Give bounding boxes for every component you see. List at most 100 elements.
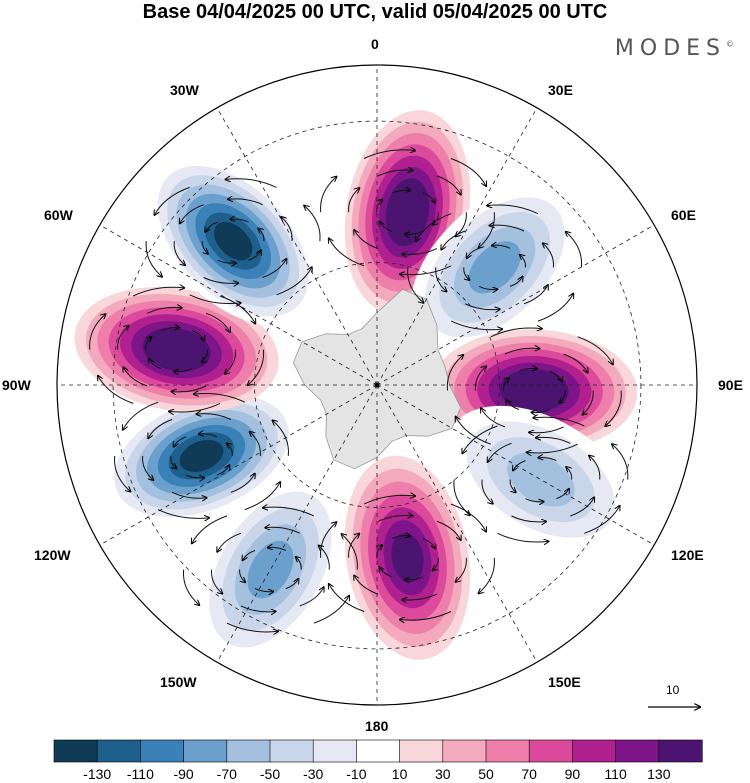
colorbar-tick-label: 30 [435,766,451,782]
streamline-arrow [520,255,526,268]
anomaly-contour-band [179,439,224,472]
streamline-arrow [273,420,289,456]
streamline-arrow [114,455,131,492]
streamline-arrow [189,294,241,304]
streamline-arrow [211,569,222,594]
streamline-arrow [502,378,509,391]
streamline-arrow [149,359,162,370]
meridian-line [376,384,538,663]
anomaly-contour-band [511,375,558,406]
latitude-circle [112,120,642,650]
lon-label-60w: 60W [44,207,73,223]
streamline-arrow [391,536,410,540]
colorbar-swatch [399,739,444,763]
streamline-arrow [170,455,177,469]
streamline-arrow [422,538,436,549]
anomaly-contour-band [247,540,294,599]
lon-label-180: 180 [365,718,389,734]
streamline-arrow [570,497,594,517]
colorbar-tick-label: 70 [521,766,537,782]
colorbar-tick-label: -10 [346,766,367,782]
streamline-arrow [258,229,265,242]
graticule [57,65,697,705]
colorbar-swatch [140,739,185,763]
lon-label-120w: 120W [34,547,71,563]
colorbar-tick-label: -90 [173,766,194,782]
streamline-arrow [436,175,461,195]
streamline-arrow [456,557,467,582]
streamline-arrow [196,414,232,420]
streamline-arrow [254,588,273,592]
streamline-arrow [463,267,470,280]
streamline-arrow [435,267,447,291]
streamline-arrow [155,186,190,215]
anomaly-centre [74,286,279,413]
streamline-arrow [377,170,413,177]
streamline-arrow [276,267,312,296]
streamline-arrow [226,179,277,188]
streamline-arrow [268,547,287,551]
lon-label-30w: 30W [170,82,199,98]
streamline-arrow [464,303,500,310]
colorbar-swatch [615,739,660,763]
streamline-arrow [506,400,520,410]
streamline-arrow [320,522,337,558]
streamline-arrow [380,222,393,232]
streamline-arrow [450,158,486,187]
streamline-arrow [263,507,315,517]
streamline-arrow [492,245,511,249]
anomaly-centre [148,156,318,326]
colorbar-tick-label: -110 [126,766,154,782]
streamline-arrow [504,348,540,355]
streamline-arrow [467,247,480,258]
streamline-arrow [481,479,493,504]
streamline-arrow [363,150,415,159]
streamline-arrow [296,557,302,570]
streamline-arrow [89,314,106,350]
streamline-arrow [191,330,205,341]
streamline-arrow [422,192,436,203]
anomaly-contour-band [392,189,423,235]
meridian-line [216,384,378,663]
meridian-line [99,384,378,546]
streamline-arrow [533,417,585,427]
meridian-line [376,224,655,386]
streamline-arrow [391,190,410,194]
wind-streamlines [89,150,629,632]
streamline-arrow [157,509,209,519]
meridian-line [216,107,378,386]
streamline-arrow [481,408,506,428]
streamline-arrow [513,460,526,471]
streamline-arrow [405,576,424,580]
streamline-arrow [462,425,498,453]
streamline-arrow [281,217,293,242]
streamline-arrow [518,368,537,372]
streamline-arrow [478,285,497,289]
streamline-arrow [228,199,263,206]
streamline-arrow [446,355,463,391]
streamline-arrow [313,596,349,624]
streamline-arrow [532,409,550,413]
anomaly-centre [446,405,636,554]
streamline-arrow [354,576,379,595]
streamline-arrow [549,370,563,381]
streamline-arrow [329,238,365,267]
streamline-arrow [497,532,549,542]
streamline-arrow [304,206,321,242]
streamline-arrow [538,457,557,462]
colorbar-tick-label: -50 [259,766,281,782]
anomaly-centre [409,182,580,353]
colorbar-tick-label: -30 [303,766,324,782]
streamline-arrow [348,188,360,213]
streamline-arrow [225,349,237,374]
south-pole-marker [374,382,380,388]
streamline-arrow [577,336,613,365]
lon-label-60e: 60E [671,207,696,223]
anomaly-contour-band [153,334,200,365]
streamline-arrow [203,277,239,284]
streamline-arrow [171,491,207,498]
streamline-arrow [376,200,383,213]
streamline-arrow [433,212,439,225]
streamline-arrow [244,482,280,511]
colorbar [53,739,703,763]
